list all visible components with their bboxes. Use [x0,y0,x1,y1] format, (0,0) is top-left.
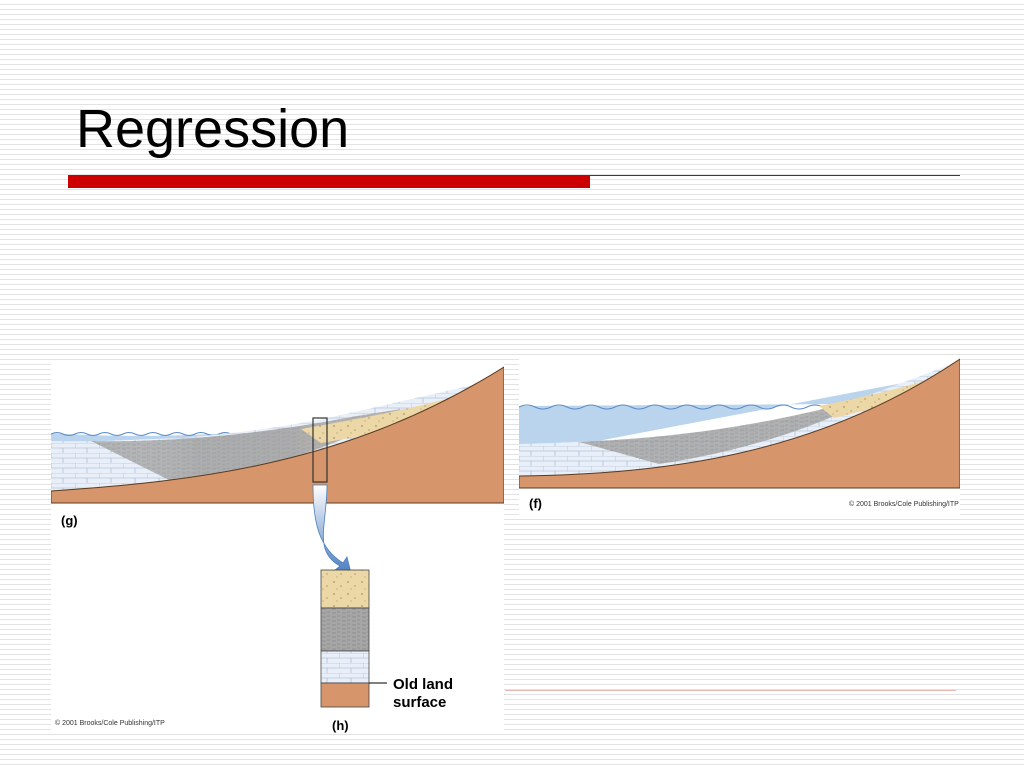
slide-title: Regression [76,99,350,159]
figure-f-label: (f) [529,496,542,511]
figure-g-copyright: © 2001 Brooks/Cole Publishing/ITP [55,720,165,727]
figure-f-panel: (f) © 2001 Brooks/Cole Publishing/ITP [519,356,960,515]
title-underline-thin [590,175,960,176]
figure-h-label: (h) [332,718,349,733]
figure-g-label: (g) [61,513,78,528]
annotation-line-2: surface [393,694,447,711]
figure-f-copyright: © 2001 Brooks/Cole Publishing/ITP [849,501,959,508]
figure-f-diagram [519,358,960,489]
figure-g-diagram [51,366,504,708]
title-underline-thick [68,175,590,188]
old-land-surface-annotation: Old land surface [393,676,453,712]
annotation-line-1: Old land [393,676,453,693]
figure-g-panel: (g) © 2001 Brooks/Cole Publishing/ITP Ol… [51,363,504,733]
faint-divider [505,690,956,691]
